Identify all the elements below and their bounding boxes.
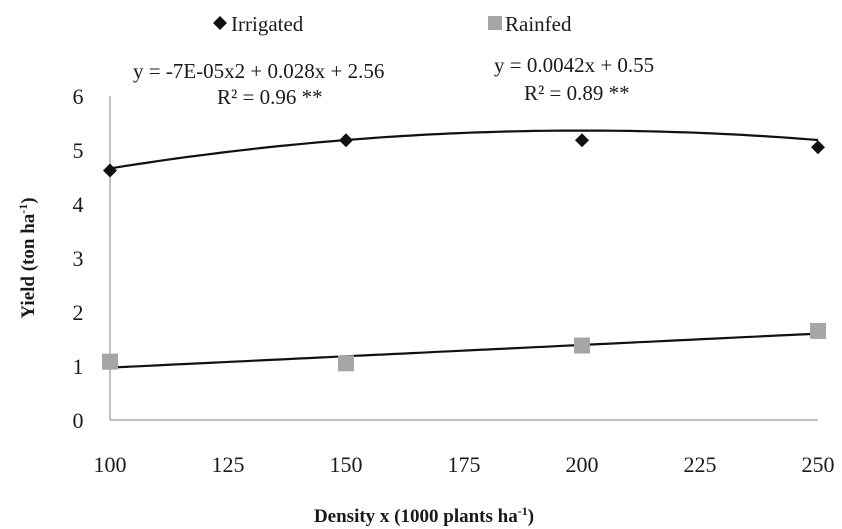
y-tick-label: 6 bbox=[73, 84, 84, 109]
x-axis-title: Density x (1000 plants ha-1) bbox=[314, 504, 534, 527]
r2-irrigated: R² = 0.96 ** bbox=[217, 85, 323, 109]
point-rainfed bbox=[102, 353, 118, 370]
y-tick-label: 2 bbox=[73, 300, 84, 325]
x-tick-label: 200 bbox=[566, 452, 599, 477]
point-irrigated bbox=[339, 133, 353, 148]
point-rainfed bbox=[338, 355, 354, 372]
x-tick-label: 175 bbox=[448, 452, 481, 477]
equation-rainfed: y = 0.0042x + 0.55 bbox=[494, 53, 654, 77]
y-tick-label: 0 bbox=[73, 408, 84, 433]
point-rainfed bbox=[810, 322, 826, 339]
point-irrigated bbox=[811, 140, 825, 155]
x-tick-label: 150 bbox=[330, 452, 363, 477]
y-tick-labels: 0 1 2 3 4 5 6 bbox=[73, 84, 84, 433]
y-axis-title: Yield (ton ha-1) bbox=[16, 197, 39, 318]
point-irrigated bbox=[575, 133, 589, 148]
legend-label-rainfed: Rainfed bbox=[505, 12, 572, 36]
x-tick-label: 250 bbox=[802, 452, 835, 477]
legend-marker-rainfed bbox=[488, 16, 502, 30]
trendlines bbox=[109, 129, 819, 369]
x-tick-label: 125 bbox=[212, 452, 245, 477]
y-tick-label: 3 bbox=[73, 246, 84, 271]
x-tick-label: 225 bbox=[684, 452, 717, 477]
trendline-irrigated bbox=[109, 129, 819, 170]
y-tick-label: 5 bbox=[73, 138, 84, 163]
data-points bbox=[102, 133, 826, 372]
trendline-rainfed bbox=[109, 332, 819, 369]
y-tick-label: 4 bbox=[73, 192, 84, 217]
equation-irrigated: y = -7E-05x2 + 0.028x + 2.56 bbox=[133, 59, 384, 83]
legend-label-irrigated: Irrigated bbox=[231, 12, 304, 36]
r2-rainfed: R² = 0.89 ** bbox=[524, 81, 630, 105]
y-tick-label: 1 bbox=[73, 354, 84, 379]
legend-marker-irrigated bbox=[213, 16, 227, 30]
x-tick-label: 100 bbox=[94, 452, 127, 477]
x-tick-labels: 100 125 150 175 200 225 250 bbox=[94, 452, 835, 477]
point-irrigated bbox=[103, 163, 117, 178]
point-rainfed bbox=[574, 337, 590, 354]
legend: Irrigated Rainfed bbox=[213, 12, 572, 36]
